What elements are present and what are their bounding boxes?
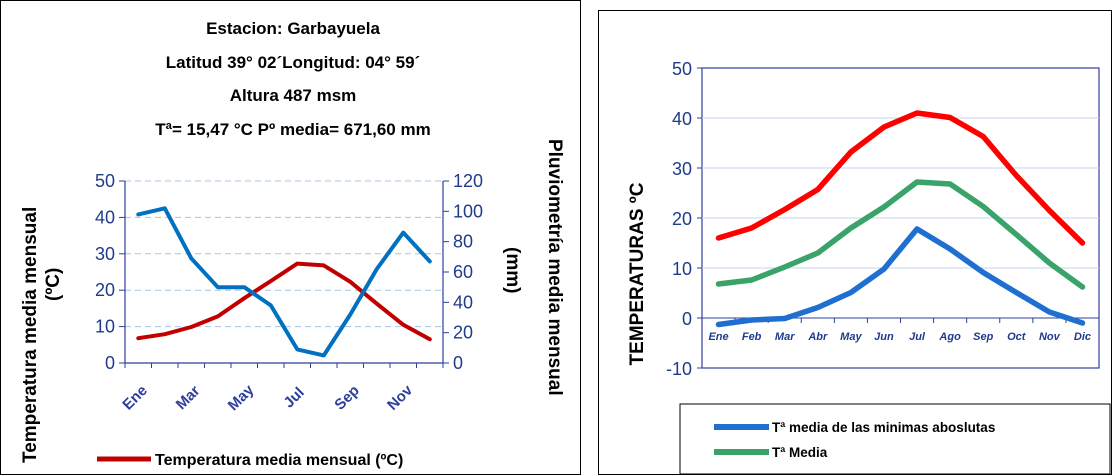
y-right-tick-label: 80	[453, 232, 473, 252]
y-left-tick-label: 50	[95, 171, 115, 191]
y-tick-label: 40	[672, 109, 692, 129]
x-tick-label-ago: Ago	[938, 331, 961, 343]
x-tick-label-mar: Mar	[173, 382, 204, 413]
title-line-4: Tª= 15,47 °C Pº media= 671,60 mm	[155, 120, 430, 139]
x-tick-label-sep: Sep	[973, 331, 993, 343]
y-left-tick-label: 30	[95, 244, 115, 264]
y-tick-label: 50	[672, 59, 692, 79]
y-left-tick-label: 0	[105, 353, 115, 373]
x-tick-label-nov: Nov	[1039, 331, 1061, 343]
y-tick-label: 0	[682, 309, 692, 329]
y-right-axis-title: Pluviometría media mensual	[544, 139, 565, 396]
title-line-2: Latitud 39° 02´Longitud: 04° 59´	[166, 53, 420, 72]
y-right-tick-label: 20	[453, 323, 473, 343]
y-left-axis-title: Temperatura media mensual	[20, 207, 41, 463]
y-right-tick-label: 120	[453, 171, 483, 191]
left-series	[138, 208, 430, 355]
y-left-tick-label: 40	[95, 207, 115, 227]
x-tick-label-jun: Jun	[874, 331, 894, 343]
temperature-panel: TEMPERATURAS ºC -10 0 10 20 30 40 50 Ene Feb Mar A…	[598, 10, 1112, 475]
x-tick-label-mar: Mar	[775, 331, 795, 343]
y-right-tick-label: 0	[453, 353, 463, 373]
x-tick-label-sep: Sep	[331, 382, 362, 413]
x-tick-label-jul: Jul	[280, 384, 307, 411]
left-gridlines	[125, 181, 443, 327]
y-tick-label: 20	[672, 209, 692, 229]
y-left-tick-label: 20	[95, 280, 115, 300]
y-right-tick-label: 40	[453, 292, 473, 312]
x-tick-label-may: May	[225, 381, 258, 414]
series-line-precipitation	[138, 208, 430, 355]
left-axes: 0 10 20 30 40 50 0 20 40 60 80 100 120 Ene Mar May Jul Se…	[95, 171, 483, 414]
y-left-axis-unit: (ºC)	[43, 268, 64, 301]
legend-label-temperature: Temperatura media mensual (ºC)	[155, 452, 403, 469]
title-line-3: Altura 487 msm	[230, 86, 357, 105]
legend-label-mean: Tª Media	[772, 445, 828, 460]
x-tick-label-nov: Nov	[384, 381, 417, 414]
x-tick-label-ene: Ene	[708, 331, 728, 343]
x-tick-label-feb: Feb	[742, 331, 762, 343]
y-right-axis-unit: (mm)	[502, 247, 523, 293]
x-tick-label-jul: Jul	[909, 331, 926, 343]
x-tick-label-may: May	[840, 331, 862, 343]
climograph-panel: Estacion: Garbayuela Latitud 39° 02´Long…	[0, 0, 581, 475]
legend-label-min: Tª media de las minimas aboslutas	[772, 420, 995, 435]
y-tick-label: 10	[672, 259, 692, 279]
temperature-chart: TEMPERATURAS ºC -10 0 10 20 30 40 50 Ene Feb Mar A…	[599, 11, 1112, 466]
y-axis-title: TEMPERATURAS ºC	[627, 182, 648, 365]
legend-box	[680, 404, 1110, 474]
y-tick-label: -10	[666, 359, 692, 379]
y-left-tick-label: 10	[95, 317, 115, 337]
climograph-chart: Estacion: Garbayuela Latitud 39° 02´Long…	[1, 1, 582, 476]
y-right-tick-label: 60	[453, 262, 473, 282]
x-tick-label-abr: Abr	[807, 331, 828, 343]
x-tick-label-ene: Ene	[119, 382, 150, 413]
y-tick-label: 30	[672, 159, 692, 179]
x-tick-label-dic: Dic	[1074, 331, 1091, 343]
y-right-tick-label: 100	[453, 201, 483, 221]
title-line-1: Estacion: Garbayuela	[206, 19, 380, 38]
x-tick-label-oct: Oct	[1007, 331, 1027, 343]
